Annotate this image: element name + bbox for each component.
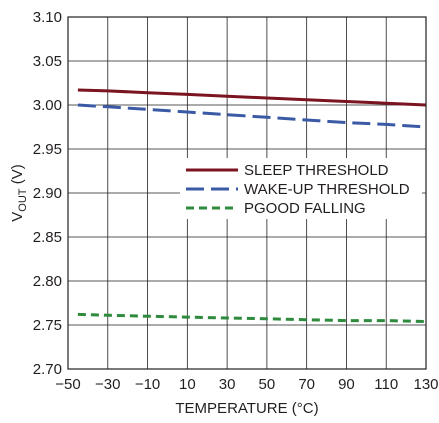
y-tick-label: 2.95	[33, 141, 62, 158]
y-tick-labels: 2.70 2.75 2.80 2.85 2.90 2.95 3.00 3.05 3.10	[33, 9, 62, 378]
legend-label-2: WAKE-UP THRESHOLD	[244, 181, 410, 198]
legend-label-1: SLEEP THRESHOLD	[244, 162, 389, 179]
y-tick-label: 3.10	[33, 9, 62, 26]
y-axis-title-unit: (V)	[9, 164, 26, 188]
x-tick-label: −10	[135, 376, 160, 393]
y-tick-label: 2.85	[33, 229, 62, 246]
legend-label-3: PGOOD FALLING	[244, 200, 366, 217]
x-axis-title: TEMPERATURE (°C)	[175, 400, 318, 417]
x-tick-label: 10	[179, 376, 196, 393]
y-tick-label: 2.70	[33, 361, 62, 378]
y-axis-title: VOUT (V)	[9, 164, 29, 221]
series-line-2	[77, 103, 427, 129]
x-tick-labels: −50 −30 −10 10 30 50 70 90 110 130	[55, 376, 438, 393]
y-tick-label: 2.90	[33, 185, 62, 202]
y-tick-label: 3.05	[33, 53, 62, 70]
series-line-1	[77, 88, 427, 107]
x-tick-label: 130	[413, 376, 438, 393]
y-tick-label: 2.75	[33, 317, 62, 334]
series-group	[77, 88, 427, 323]
x-tick-label: 90	[338, 376, 355, 393]
y-axis-title-main: V	[9, 212, 26, 222]
series-line-3	[77, 312, 427, 323]
y-tick-label: 2.80	[33, 273, 62, 290]
x-tick-label: 110	[374, 376, 398, 393]
x-tick-label: 30	[219, 376, 236, 393]
x-tick-label: −50	[55, 376, 80, 393]
legend: SLEEP THRESHOLD WAKE-UP THRESHOLD PGOOD FA…	[186, 162, 410, 217]
y-axis-title-subscript: OUT	[17, 188, 29, 212]
grid	[68, 17, 426, 369]
x-tick-label: 50	[259, 376, 276, 393]
plot-frame	[67, 16, 427, 370]
x-tick-label: −30	[95, 376, 120, 393]
x-tick-label: 70	[298, 376, 315, 393]
y-tick-label: 3.00	[33, 97, 62, 114]
